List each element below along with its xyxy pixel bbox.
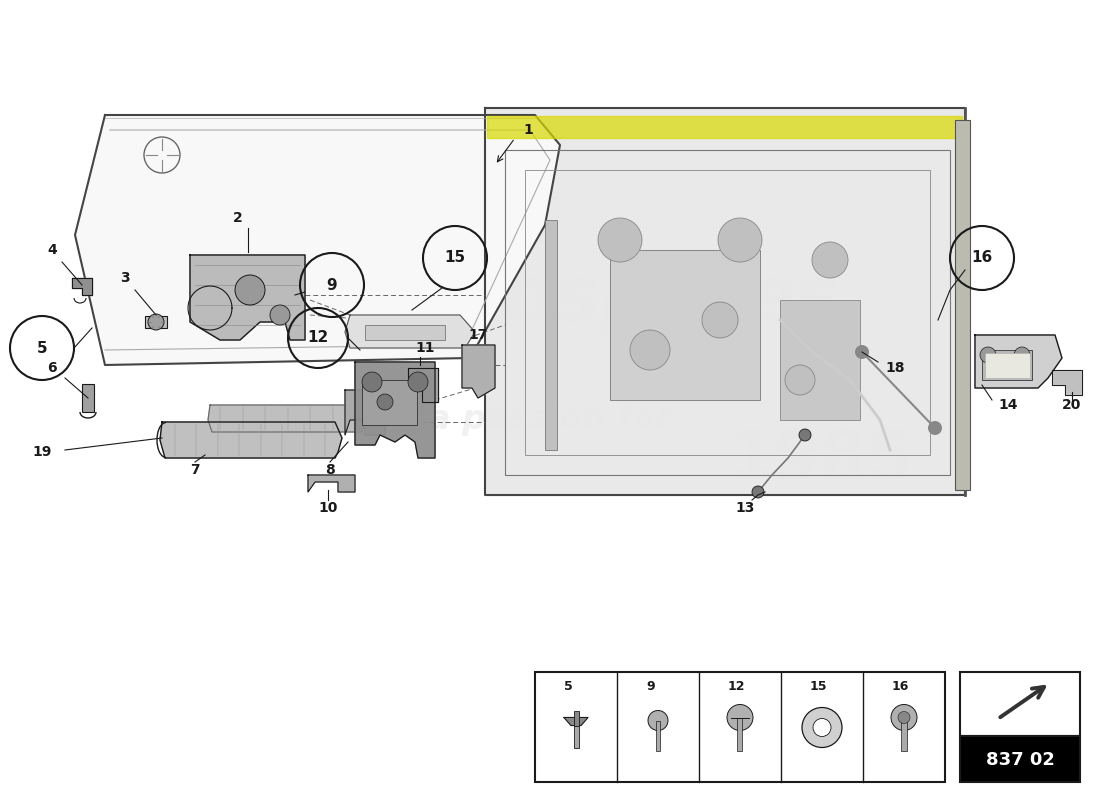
Circle shape (813, 718, 830, 737)
Text: 18: 18 (886, 361, 904, 375)
Circle shape (928, 421, 942, 435)
Bar (610, 250, 760, 400)
Circle shape (408, 372, 428, 392)
Polygon shape (208, 405, 365, 432)
Circle shape (270, 305, 290, 325)
Text: 15: 15 (810, 680, 827, 693)
Text: 9: 9 (646, 680, 654, 693)
Text: 10: 10 (318, 501, 338, 515)
Text: 15: 15 (444, 250, 465, 266)
Text: 9: 9 (327, 278, 338, 293)
Polygon shape (75, 115, 560, 365)
Circle shape (235, 275, 265, 305)
Circle shape (362, 372, 382, 392)
Bar (505, 150, 950, 475)
Circle shape (802, 707, 842, 747)
Bar (984, 353, 1030, 378)
Bar (362, 380, 417, 425)
Bar (487, 116, 962, 138)
Text: 16: 16 (892, 680, 910, 693)
Polygon shape (345, 390, 385, 435)
Text: 1: 1 (524, 123, 532, 137)
Bar (525, 170, 930, 455)
Circle shape (718, 218, 762, 262)
Text: 837 02: 837 02 (986, 751, 1055, 769)
Polygon shape (1052, 370, 1082, 395)
Polygon shape (355, 362, 434, 458)
Circle shape (855, 345, 869, 359)
Text: 13: 13 (735, 501, 755, 515)
Circle shape (648, 710, 668, 730)
Text: 5: 5 (564, 680, 573, 693)
Bar (960, 672, 1080, 736)
Bar (982, 350, 1032, 380)
Text: 19: 19 (32, 445, 52, 459)
Text: 14: 14 (999, 398, 1018, 412)
Bar (902, 718, 906, 750)
Polygon shape (72, 278, 92, 295)
Circle shape (812, 242, 848, 278)
Bar (365, 325, 446, 340)
Polygon shape (485, 108, 965, 495)
Circle shape (1014, 347, 1030, 363)
Circle shape (148, 314, 164, 330)
Polygon shape (564, 718, 589, 726)
Bar (573, 710, 579, 726)
Circle shape (785, 365, 815, 395)
Polygon shape (345, 315, 475, 348)
Text: 7: 7 (190, 463, 200, 477)
Circle shape (702, 302, 738, 338)
Text: 12: 12 (728, 680, 746, 693)
Bar (780, 300, 860, 420)
Polygon shape (190, 255, 305, 340)
Text: 11: 11 (416, 341, 434, 355)
Text: eurospares: eurospares (359, 263, 842, 337)
Circle shape (630, 330, 670, 370)
Bar (960, 736, 1080, 782)
Text: 4: 4 (47, 243, 57, 257)
Circle shape (727, 705, 754, 730)
Polygon shape (308, 475, 355, 492)
Polygon shape (975, 335, 1062, 388)
Bar (82, 384, 94, 412)
Circle shape (752, 486, 764, 498)
Bar (573, 726, 579, 747)
Bar (535, 672, 945, 782)
Bar (145, 316, 167, 328)
Bar (544, 220, 557, 450)
Polygon shape (462, 345, 495, 398)
Text: 3: 3 (120, 271, 130, 285)
Text: 16: 16 (971, 250, 992, 266)
Text: 2: 2 (233, 211, 243, 225)
Circle shape (377, 394, 393, 410)
Bar (737, 718, 742, 750)
Bar (657, 721, 660, 750)
Text: 8: 8 (326, 463, 334, 477)
Circle shape (598, 218, 642, 262)
Text: 17: 17 (469, 328, 487, 342)
Text: 20: 20 (1063, 398, 1081, 412)
Text: 6: 6 (47, 361, 57, 375)
Circle shape (980, 347, 996, 363)
Polygon shape (160, 422, 342, 458)
Polygon shape (408, 368, 438, 402)
Text: 5: 5 (36, 341, 47, 355)
Circle shape (799, 429, 811, 441)
Bar (955, 120, 970, 490)
Text: a passion for: a passion for (428, 403, 672, 437)
Circle shape (891, 705, 917, 730)
Text: 12: 12 (307, 330, 329, 346)
Text: 1985: 1985 (727, 427, 913, 493)
Circle shape (898, 711, 910, 723)
